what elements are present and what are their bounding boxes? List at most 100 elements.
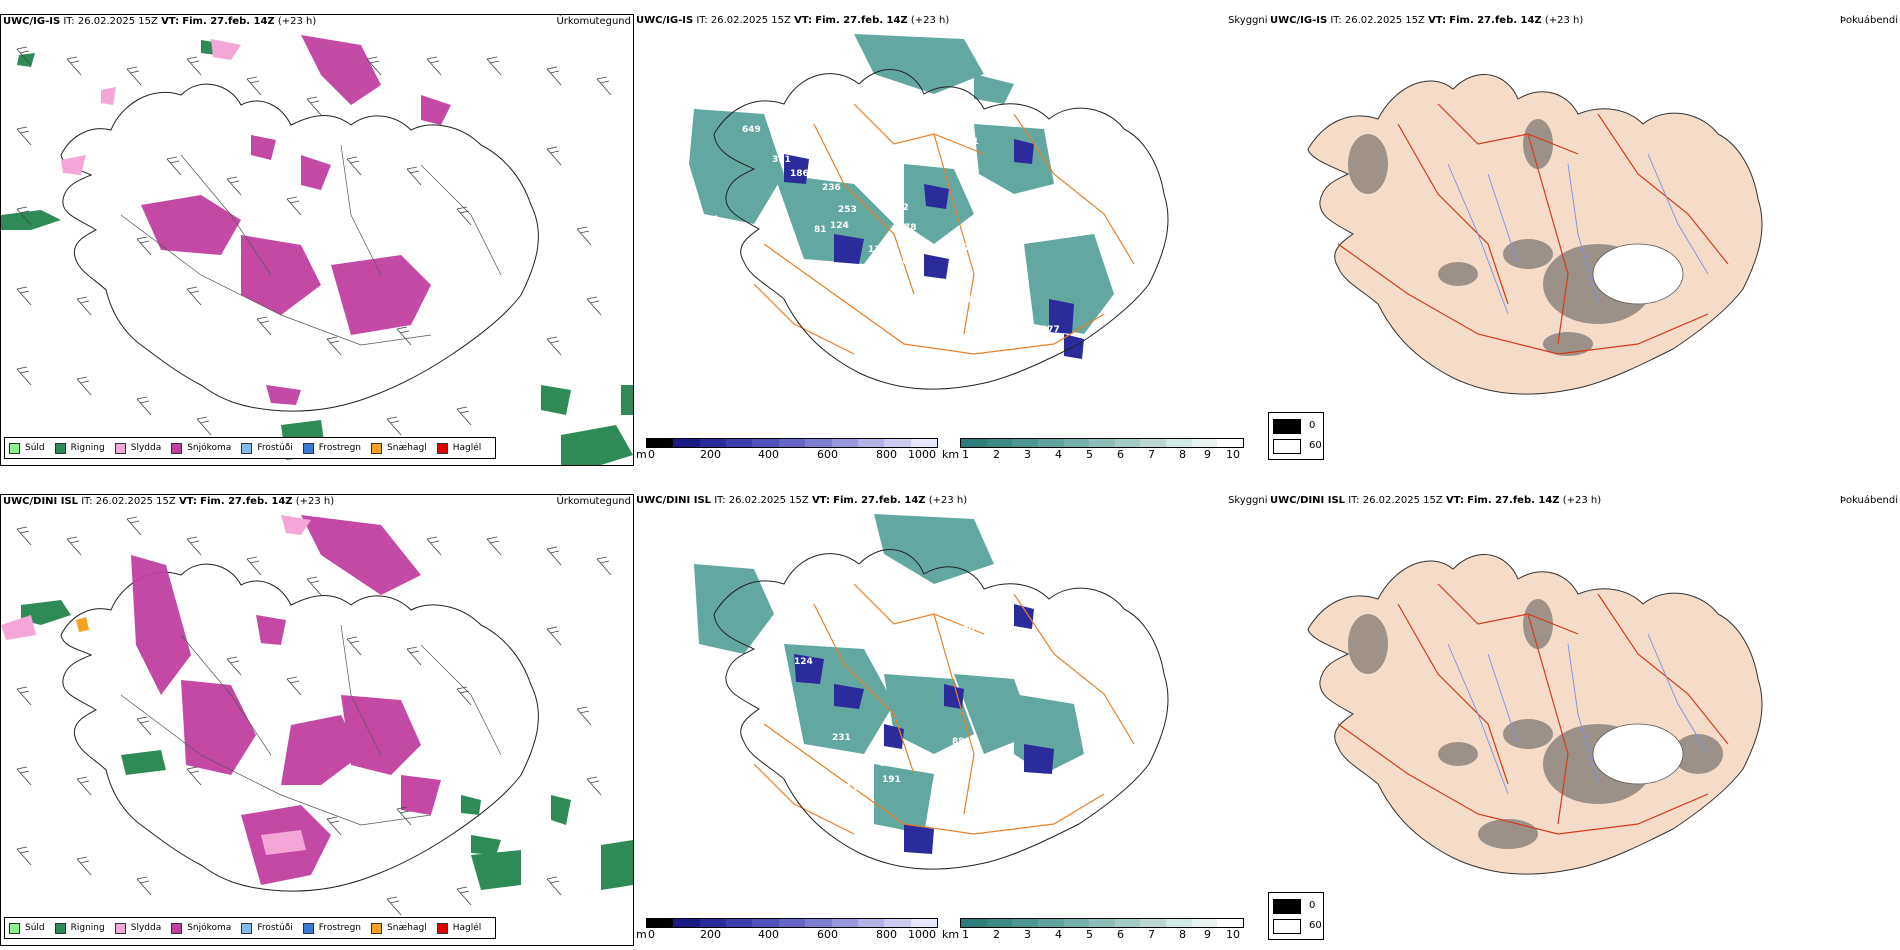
visibility-map-bottom: 101 121 92 124 130 231 122 99 191 114 466 88 120 119 1… — [694, 514, 1169, 903]
cloud-legend-black — [1273, 419, 1301, 434]
precip-value-label: 114 — [846, 783, 865, 793]
precip-value-label: 166 — [904, 893, 923, 903]
precip-type-map-top — [1, 35, 633, 465]
colorbar-km-strip — [960, 438, 1244, 448]
cloud-legend-white-label: 60 — [1309, 440, 1322, 451]
colorbar-step — [1166, 919, 1192, 927]
colorbar-step — [1089, 919, 1115, 927]
precip-value-label: 76 — [896, 257, 909, 267]
cloud-map-top — [1307, 74, 1763, 395]
colorbar-step — [831, 439, 858, 447]
legend-item: Frostregn — [302, 442, 361, 454]
colorbar-tick: 4 — [1055, 448, 1062, 461]
cloud-legend-black-label: 0 — [1309, 900, 1316, 911]
panel-title: Úrkomutegund — [556, 16, 631, 27]
legend-swatch — [9, 442, 20, 454]
panel-header: UWC/IG-IS IT: 26.02.2025 15Z VT: Fim. 27… — [1270, 15, 1584, 26]
precip-value-label: 119 — [990, 783, 1009, 793]
legend-item: Frostúði — [241, 442, 293, 454]
precip-value-label: 81 — [814, 225, 827, 235]
colorbar-tick: 5 — [1086, 448, 1093, 461]
colorbar-tick: 9 — [1204, 448, 1211, 461]
precip-value-label: 88 — [952, 737, 965, 747]
precip-value-label: 121 — [762, 571, 781, 581]
colorbar-tick: 2 — [993, 928, 1000, 941]
colorbar-tick: 8 — [1179, 448, 1186, 461]
legend-item: Rigning — [54, 922, 105, 934]
colorbar-step — [910, 439, 937, 447]
precip-value-label: 236 — [822, 183, 841, 193]
panel-title: Þokuábendi — [1839, 495, 1898, 506]
legend-item: Haglél — [436, 442, 481, 454]
colorbar-step — [1114, 919, 1141, 927]
colorbar-step — [673, 439, 700, 447]
colorbar-tick: 800 — [876, 928, 897, 941]
legend-swatch — [436, 922, 448, 934]
panel-header: UWC/IG-IS IT: 26.02.2025 15Z VT: Fim. 27… — [3, 16, 317, 27]
colorbar-step — [1114, 439, 1141, 447]
colorbar-step — [1012, 439, 1038, 447]
precip-value-label: 432 — [890, 203, 909, 213]
precip-value-label: 113 — [874, 871, 893, 881]
colorbar-step — [1191, 439, 1218, 447]
legend-swatch — [114, 922, 126, 934]
panel-header: UWC/DINI ISL IT: 26.02.2025 15Z VT: Fim.… — [1270, 495, 1602, 506]
visibility-panel-top: 649 150 311 186 236 253 124 81 432 94 78 126 76 173 23… — [634, 14, 1270, 464]
legend-swatch — [371, 922, 383, 934]
colorbar-step — [752, 439, 779, 447]
colorbar-step — [1191, 919, 1218, 927]
colorbar-tick: 7 — [1148, 928, 1155, 941]
precip-value-label: 173 — [946, 239, 965, 249]
legend-swatch — [54, 442, 66, 454]
colorbar-km-unit: km — [942, 928, 960, 941]
precip-value-label: 130 — [956, 625, 975, 635]
colorbar-step — [1037, 439, 1064, 447]
colorbar-step — [778, 439, 806, 447]
precip-value-label: 101 — [724, 559, 743, 569]
precip-value-label: 111 — [960, 137, 979, 147]
colorbar-step — [699, 919, 727, 927]
colorbar-m-strip — [646, 918, 938, 928]
colorbar-step — [1012, 919, 1038, 927]
cloud-legend-top: 0 60 — [1268, 412, 1324, 460]
precip-value-label: 75 — [874, 845, 887, 855]
colorbar-step — [673, 919, 700, 927]
colorbar-step — [1217, 439, 1244, 447]
legend-swatch — [302, 922, 314, 934]
cloud-panel-top: UWC/IG-IS IT: 26.02.2025 15Z VT: Fim. 27… — [1268, 14, 1900, 410]
legend-swatch — [54, 922, 66, 934]
colorbar-step — [986, 439, 1013, 447]
cloud-legend-white-label: 60 — [1309, 920, 1322, 931]
legend-item: Haglél — [436, 922, 481, 934]
precip-type-map-bottom — [1, 515, 633, 916]
colorbar-tick: 7 — [1148, 448, 1155, 461]
colorbar-step — [1063, 919, 1090, 927]
colorbar-tick: 400 — [758, 928, 779, 941]
precip-value-label: 124 — [794, 657, 813, 667]
visibility-panel-bottom: 101 121 92 124 130 231 122 99 191 114 466 88 120 119 1… — [634, 494, 1270, 944]
cloud-legend-black-label: 0 — [1309, 420, 1316, 431]
colorbar-m-unit: m — [636, 928, 647, 941]
precip-value-label: 211 — [954, 295, 973, 305]
colorbar-step — [1037, 919, 1064, 927]
legend-item: Súld — [9, 442, 45, 454]
precip-value-label: 231 — [832, 733, 851, 743]
colorbar-step — [726, 439, 753, 447]
colorbar-step — [831, 919, 858, 927]
panel-title: Úrkomutegund — [556, 496, 631, 507]
precip-type-panel-bottom: UWC/DINI ISL IT: 26.02.2025 15Z VT: Fim.… — [0, 494, 634, 946]
legend-swatch — [241, 922, 253, 934]
precip-value-label: 105 — [892, 881, 911, 891]
colorbar-step — [857, 919, 885, 927]
colorbar-km: km 1 2 3 4 5 6 7 8 9 10 — [942, 438, 1244, 464]
precip-value-label: 124 — [830, 221, 849, 231]
precip-value-label: 649 — [742, 125, 761, 135]
panel-title: Þokuábendi — [1839, 15, 1898, 26]
legend-item: Frostúði — [241, 922, 293, 934]
colorbar-step — [726, 919, 753, 927]
colorbar-step — [961, 919, 987, 927]
colorbar-m-unit: m — [636, 448, 647, 461]
precip-value-label: 311 — [772, 155, 791, 165]
precip-value-label: 94 — [706, 215, 719, 225]
